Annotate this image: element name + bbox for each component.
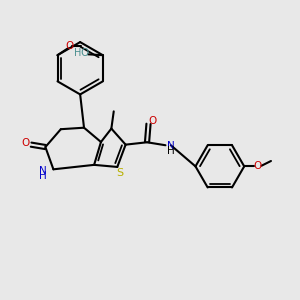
Text: O: O bbox=[80, 48, 88, 58]
Text: S: S bbox=[117, 168, 124, 178]
Text: H: H bbox=[167, 146, 175, 156]
Text: O: O bbox=[148, 116, 156, 126]
Text: H: H bbox=[74, 48, 82, 58]
Text: H: H bbox=[39, 171, 47, 181]
Text: N: N bbox=[39, 166, 47, 176]
Text: N: N bbox=[167, 140, 175, 151]
Text: O: O bbox=[254, 161, 262, 171]
Text: O: O bbox=[66, 41, 74, 51]
Text: O: O bbox=[22, 138, 30, 148]
